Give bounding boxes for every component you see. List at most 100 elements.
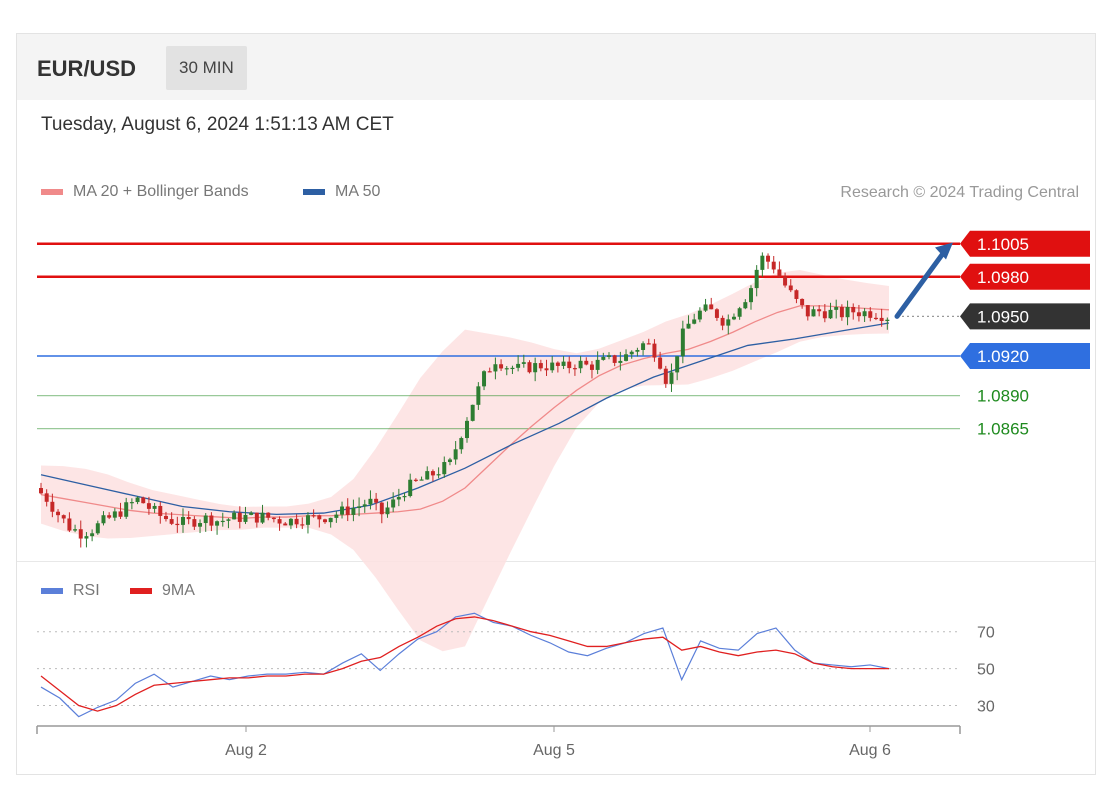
level-label-pivot: 1.0920 xyxy=(977,347,1029,366)
candle-body xyxy=(839,307,844,318)
bollinger-band xyxy=(41,269,889,652)
rsi-tick-label: 50 xyxy=(977,662,995,679)
candle-body xyxy=(413,479,418,481)
candle-body xyxy=(61,515,66,519)
credit-text: Research © 2024 Trading Central xyxy=(840,184,1079,201)
timeframe-badge[interactable]: 30 MIN xyxy=(166,46,247,90)
candle-body xyxy=(510,367,515,370)
candle-body xyxy=(419,479,424,481)
candle-body xyxy=(84,536,89,539)
x-axis-tick-label: Aug 6 xyxy=(849,742,891,759)
candle-body xyxy=(771,261,776,270)
candle-body xyxy=(805,305,810,317)
rsi-line xyxy=(40,612,890,718)
candle-body xyxy=(288,518,293,526)
candle-body xyxy=(879,317,884,321)
candle-body xyxy=(254,512,259,523)
candle-body xyxy=(311,515,316,517)
candle-body xyxy=(385,507,390,515)
candle-body xyxy=(635,349,640,352)
candle-body xyxy=(686,323,691,329)
candle-body xyxy=(624,354,629,361)
candle-body xyxy=(391,499,396,508)
candle-body xyxy=(425,471,430,480)
candle-body xyxy=(107,515,112,518)
candle-body xyxy=(612,355,617,363)
rsi-tick-label: 70 xyxy=(977,625,995,642)
timestamp: Tuesday, August 6, 2024 1:51:13 AM CET xyxy=(41,114,394,135)
candle-body xyxy=(56,511,61,516)
ma50-line xyxy=(40,322,890,516)
candle-body xyxy=(351,507,356,515)
projection-arrow-shaft xyxy=(894,250,946,319)
candle-body xyxy=(101,515,106,524)
candle-body xyxy=(709,304,714,310)
panel-divider xyxy=(17,561,1095,562)
candle-body xyxy=(873,317,878,320)
candle-body xyxy=(856,312,861,317)
candle-body xyxy=(459,438,464,450)
candle-body xyxy=(578,360,583,369)
candle-body xyxy=(141,497,146,504)
candle-body xyxy=(317,515,322,520)
candle-body xyxy=(430,471,435,476)
candle-body xyxy=(408,479,413,497)
candle-body xyxy=(249,512,254,515)
candle-body xyxy=(260,512,265,523)
candle-body xyxy=(50,501,55,512)
candle-body xyxy=(817,309,822,312)
candle-body xyxy=(783,276,788,286)
candle-body xyxy=(822,311,827,319)
candle-body xyxy=(658,357,663,369)
x-axis-tick-label: Aug 2 xyxy=(225,742,267,759)
candle-body xyxy=(232,512,237,520)
candle-body xyxy=(777,269,782,277)
candle-body xyxy=(538,363,543,369)
candle-body xyxy=(766,255,771,262)
candle-body xyxy=(181,517,185,525)
candle-body xyxy=(237,512,242,522)
candle-body xyxy=(323,519,327,523)
candle-body xyxy=(67,518,72,531)
candle-body xyxy=(368,498,373,505)
candle-body xyxy=(561,361,566,366)
candle-body xyxy=(442,462,447,475)
candle-body xyxy=(788,285,793,291)
candle-body xyxy=(482,371,487,387)
candle-body xyxy=(453,449,458,460)
candle-body xyxy=(158,505,163,516)
level-label-current: 1.0950 xyxy=(977,307,1029,326)
candle-body xyxy=(226,519,231,521)
candle-body xyxy=(476,386,481,405)
candle-body xyxy=(266,512,271,518)
legend-ma50-swatch xyxy=(303,189,325,195)
legend-rsi: RSI xyxy=(41,582,100,600)
legend-9ma-label: 9MA xyxy=(162,582,195,599)
candle-body xyxy=(209,515,214,526)
candle-body xyxy=(340,506,345,515)
candle-body xyxy=(402,496,407,498)
candle-body xyxy=(277,519,282,524)
candle-body xyxy=(834,307,839,310)
candle-body xyxy=(714,309,719,318)
level-tag-pivot xyxy=(960,343,1090,369)
level-tag-current xyxy=(960,303,1090,330)
candle-body xyxy=(300,524,305,526)
candle-body xyxy=(868,311,873,318)
candle-body xyxy=(436,474,441,476)
legend-ma50-label: MA 50 xyxy=(335,183,381,200)
candle-body xyxy=(703,304,708,311)
candle-body xyxy=(334,514,339,518)
legend-ma50: MA 50 xyxy=(303,183,380,201)
candle-body xyxy=(294,518,299,525)
candle-body xyxy=(862,311,867,317)
candle-body xyxy=(521,362,526,364)
candle-body xyxy=(669,372,674,384)
candle-body xyxy=(800,298,805,306)
candle-body xyxy=(595,359,600,370)
candle-body xyxy=(845,306,850,318)
candle-body xyxy=(692,319,697,324)
chart-card: EUR/USD 30 MIN Tuesday, August 6, 2024 1… xyxy=(16,33,1096,775)
candle-body xyxy=(675,356,680,373)
chart-header: EUR/USD 30 MIN xyxy=(17,34,1095,100)
